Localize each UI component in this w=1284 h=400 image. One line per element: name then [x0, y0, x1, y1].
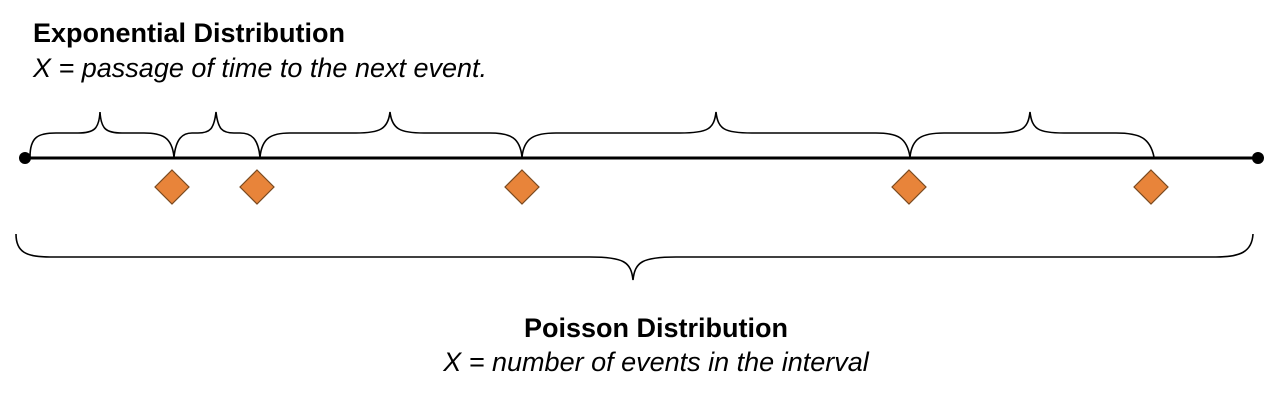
event-marker-1	[154, 169, 190, 205]
timeline-end-point	[1252, 152, 1264, 164]
exponential-subtitle: X = passage of time to the next event.	[33, 53, 488, 83]
poisson-label: Poisson Distribution X = number of event…	[0, 315, 1284, 376]
event-marker-2	[239, 169, 275, 205]
gap-brace-1	[29, 111, 175, 158]
gap-brace-4	[521, 111, 911, 158]
timeline-start-point	[19, 152, 31, 164]
gap-brace-2	[173, 111, 261, 158]
poisson-title: Poisson Distribution	[523, 313, 788, 343]
event-marker-3	[504, 169, 540, 205]
gap-brace-5	[909, 111, 1155, 158]
interval-brace	[15, 233, 1254, 281]
gap-brace-3	[259, 111, 523, 158]
poisson-subtitle: X = number of events in the interval	[443, 347, 869, 377]
exponential-label: Exponential Distribution X = passage of …	[33, 20, 487, 82]
exponential-title: Exponential Distribution	[33, 18, 346, 48]
event-marker-5	[1133, 169, 1169, 205]
event-marker-4	[891, 169, 927, 205]
